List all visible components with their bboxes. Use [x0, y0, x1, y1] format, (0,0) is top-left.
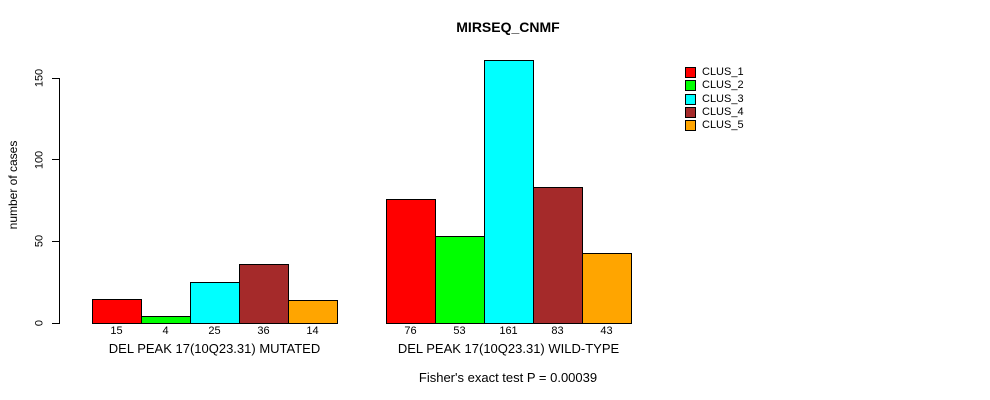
- bar-value-label: 76: [404, 325, 417, 337]
- legend-label-clus-5: CLUS_5: [702, 119, 744, 132]
- bar-clus-4: [533, 187, 583, 324]
- bar-value-label: 4: [162, 325, 169, 337]
- x-axis-group-label: DEL PEAK 17(10Q23.31) WILD-TYPE: [397, 341, 620, 356]
- bar-clus-1: [92, 298, 142, 324]
- legend-label-clus-1: CLUS_1: [702, 66, 744, 78]
- y-axis-tick-label: 150: [33, 68, 46, 88]
- y-axis-label: number of cases: [6, 140, 20, 230]
- bar-clus-5: [582, 252, 632, 324]
- bar-clus-3: [190, 282, 240, 324]
- legend-swatch-clus-1: [685, 67, 696, 78]
- y-axis-tick: [52, 159, 59, 161]
- y-axis-line: [59, 78, 60, 324]
- y-axis-tick-label: 50: [33, 235, 46, 248]
- bar-value-label: 14: [306, 325, 319, 337]
- legend-swatch-clus-3: [685, 93, 696, 105]
- bar-clus-2: [435, 236, 485, 324]
- legend-swatch-clus-2: [685, 80, 696, 92]
- bar-value-label: 83: [551, 325, 564, 337]
- y-axis-tick-label: 100: [33, 150, 46, 169]
- legend-label-clus-3: CLUS_3: [702, 92, 744, 105]
- legend-swatch-clus-5: [685, 120, 696, 132]
- bar-value-label: 161: [499, 325, 518, 337]
- bar-clus-3: [484, 60, 534, 324]
- bar-value-label: 36: [257, 325, 270, 337]
- x-axis-group-label: DEL PEAK 17(10Q23.31) MUTATED: [108, 341, 321, 356]
- legend-label-clus-4: CLUS_4: [702, 105, 744, 118]
- y-axis-tick: [52, 322, 59, 324]
- bar-clus-4: [239, 264, 289, 324]
- bar-clus-5: [288, 300, 338, 324]
- bar-clus-2: [141, 316, 191, 324]
- bar-value-label: 25: [208, 325, 221, 337]
- bar-value-label: 43: [600, 325, 613, 337]
- y-axis-tick: [52, 77, 59, 79]
- legend-label-clus-2: CLUS_2: [702, 79, 744, 92]
- legend-swatch-clus-4: [685, 106, 696, 118]
- bar-clus-1: [386, 198, 436, 324]
- y-axis-tick: [52, 240, 59, 242]
- bar-value-label: 53: [453, 325, 466, 337]
- bar-value-label: 15: [110, 325, 123, 337]
- y-axis-tick-label: 0: [33, 319, 46, 327]
- chart-title: MIRSEQ_CNMF: [456, 19, 560, 35]
- fisher-test-annotation: Fisher's exact test P = 0.00039: [418, 370, 598, 385]
